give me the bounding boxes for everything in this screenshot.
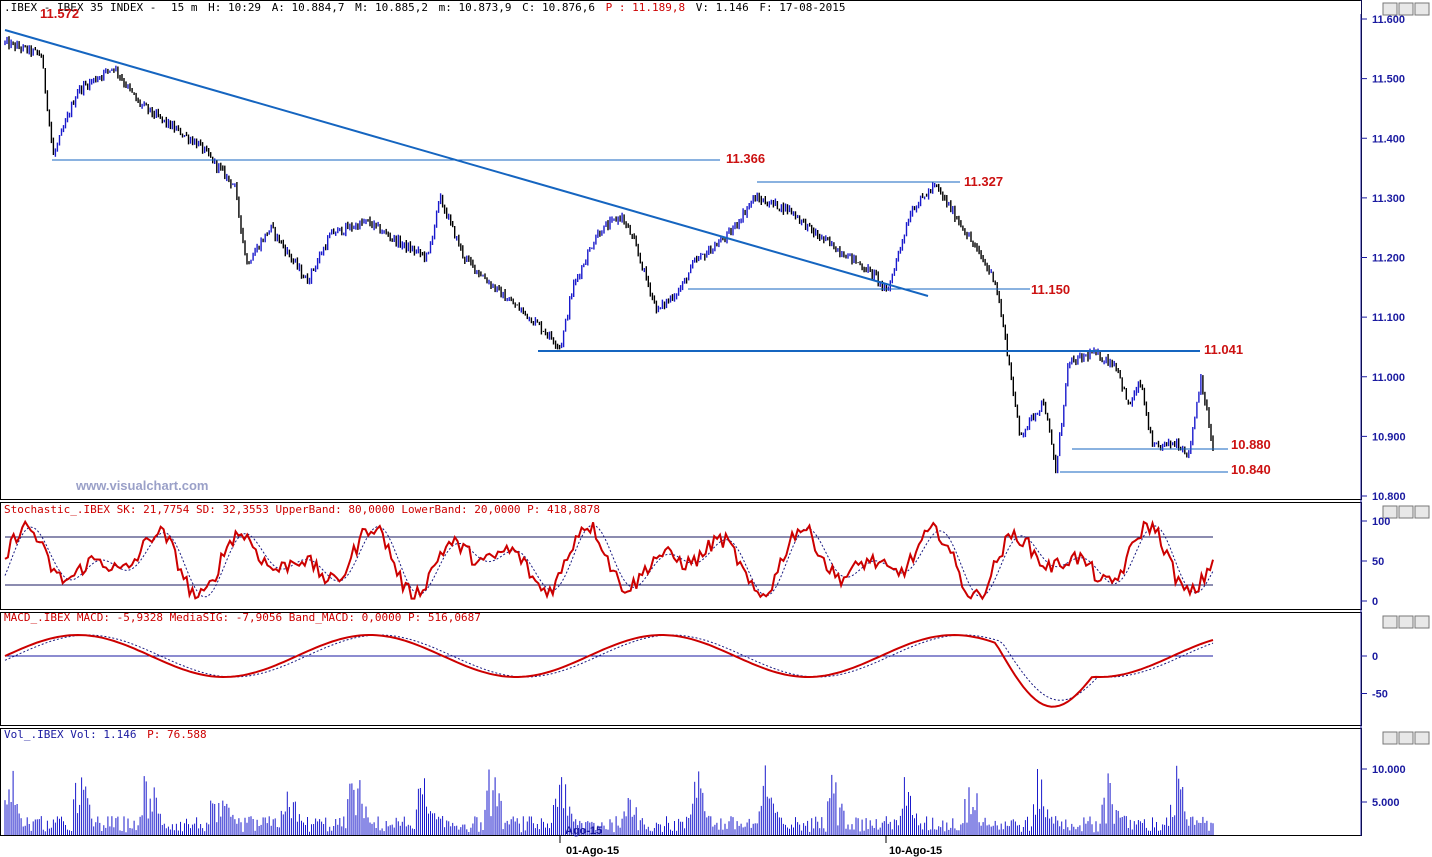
macd-title: MACD_.IBEX MACD: -5,9328 MediaSIG: -7,90… xyxy=(4,611,481,624)
price-tick-label-3: 11.300 xyxy=(1372,193,1405,205)
panel-0-btn-0[interactable] xyxy=(1382,2,1398,16)
level-10880: 10.880 xyxy=(1231,437,1271,452)
price-tick-label-7: 10.900 xyxy=(1372,431,1406,443)
panel-1-btn-1[interactable] xyxy=(1398,505,1414,519)
stochastic-lines xyxy=(4,519,1214,601)
level-10840: 10.840 xyxy=(1231,462,1271,477)
price-tick-label-0: 11.600 xyxy=(1372,14,1405,26)
panel-3-btn-1[interactable] xyxy=(1398,731,1414,745)
stoch-axis: 100 50 0 xyxy=(1361,516,1390,608)
support-resistance-lines xyxy=(52,159,1228,473)
macd-tick-label-1: -50 xyxy=(1372,689,1388,701)
stoch-title: Stochastic_.IBEX SK: 21,7754 SD: 32,3553… xyxy=(4,503,600,516)
panel-0-btn-1[interactable] xyxy=(1398,2,1414,16)
stoch-tick-label-2: 0 xyxy=(1372,596,1378,608)
vol-tick-label-1: 5.000 xyxy=(1372,797,1400,809)
panel-2-btn-0[interactable] xyxy=(1382,615,1398,629)
macd-signal-line xyxy=(4,634,1214,701)
stoch-sk-line xyxy=(4,519,1214,601)
x-label-01-ago: 01-Ago-15 xyxy=(566,845,619,857)
panel-window-buttons[interactable] xyxy=(1382,2,1430,745)
level-11327: 11.327 xyxy=(964,174,1003,189)
macd-line xyxy=(4,633,1214,708)
partial-label: 11.572 xyxy=(40,6,79,21)
level-11366: 11.366 xyxy=(726,151,765,166)
panel-2-btn-2[interactable] xyxy=(1414,615,1430,629)
panel-2-btn-1[interactable] xyxy=(1398,615,1414,629)
month-overlay-label: Ago-15 xyxy=(565,825,602,837)
macd-lines xyxy=(4,633,1214,708)
level-11150: 11.150 xyxy=(1031,282,1070,297)
price-tick-label-4: 11.200 xyxy=(1372,253,1405,265)
price-axis: 11.600 11.500 11.400 11.300 11.200 11.100 11.0… xyxy=(1361,14,1406,503)
panel-frames xyxy=(0,0,1362,836)
watermark: www.visualchart.com xyxy=(75,478,208,493)
level-11041: 11.041 xyxy=(1204,342,1243,357)
stoch-tick-label-1: 50 xyxy=(1372,556,1384,568)
x-label-10-ago: 10-Ago-15 xyxy=(889,845,942,857)
downtrend-line xyxy=(4,29,929,297)
price-tick-label-5: 11.100 xyxy=(1372,312,1405,324)
macd-tick-label-0: 0 xyxy=(1372,651,1378,663)
panel-3-btn-0[interactable] xyxy=(1382,731,1398,745)
header-symbol: .IBEX - IBEX 35 INDEX - 15 m H: 10:29 A:… xyxy=(4,1,845,14)
stoch-tick-label-0: 100 xyxy=(1372,516,1390,528)
vol-tick-label-0: 10.000 xyxy=(1372,764,1406,776)
volume-axis: 10.000 5.000 xyxy=(1361,764,1406,809)
panel-1-btn-2[interactable] xyxy=(1414,505,1430,519)
price-tick-label-1: 11.500 xyxy=(1372,74,1405,86)
price-candles xyxy=(4,36,1214,474)
macd-axis: 0 -50 xyxy=(1361,651,1388,701)
price-tick-label-6: 11.000 xyxy=(1372,372,1405,384)
panel-3-btn-2[interactable] xyxy=(1414,731,1430,745)
panel-1-btn-0[interactable] xyxy=(1382,505,1398,519)
stoch-sd-line xyxy=(4,524,1214,598)
volume-bars xyxy=(4,765,1214,835)
price-tick-label-2: 11.400 xyxy=(1372,133,1405,145)
vol-title: Vol_.IBEX Vol: 1.146 P: 76.588 xyxy=(4,728,207,741)
panel-0-btn-2[interactable] xyxy=(1414,2,1430,16)
price-tick-label-8: 10.800 xyxy=(1372,491,1406,503)
